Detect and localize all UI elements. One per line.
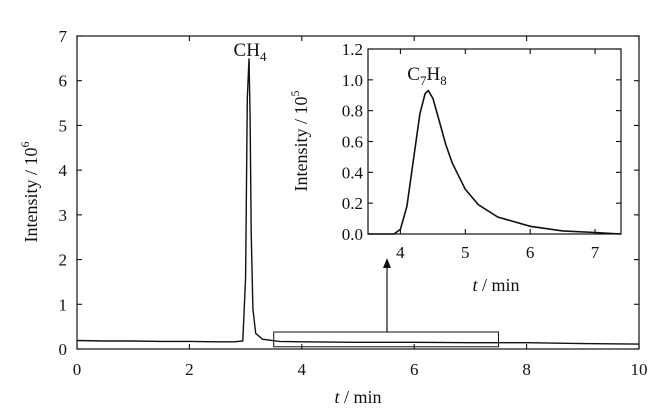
- x-tick-label: 0: [73, 360, 82, 379]
- inset-x-ticks: 4 5 6 7: [396, 49, 600, 262]
- x-tick-label: 10: [631, 360, 648, 379]
- main-chart: 0 1 2 3 4 5 6 7 0 2 4 6 8 10 CH4 t / min Intensity /…: [18, 27, 648, 407]
- x-tick-label: 8: [522, 360, 531, 379]
- x-tick-label: 6: [526, 243, 535, 262]
- inset-series-line: [368, 89, 622, 235]
- inset-y-axis-label: Intensity / 105: [288, 91, 311, 192]
- inset-y-ticks: 0.0 0.2 0.4 0.6 0.8 1.0 1.2: [342, 40, 621, 244]
- main-y-axis-label: Intensity / 106: [18, 142, 41, 243]
- inset-x-axis-label: t / min: [472, 275, 519, 295]
- y-tick-label: 7: [59, 27, 68, 46]
- x-tick-label: 6: [410, 360, 419, 379]
- y-tick-label: 6: [59, 72, 68, 91]
- y-tick-label: 3: [59, 206, 68, 225]
- x-tick-label: 5: [461, 243, 470, 262]
- y-tick-label: 4: [59, 161, 68, 180]
- y-tick-label: 1.0: [342, 71, 363, 90]
- y-tick-label: 0.6: [342, 133, 363, 152]
- y-tick-label: 2: [59, 251, 68, 270]
- peak-label-ch4: CH4: [234, 40, 267, 64]
- main-series-line: [76, 58, 640, 345]
- y-tick-label: 1: [59, 295, 68, 314]
- y-tick-label: 5: [59, 116, 68, 135]
- inset-plot-frame: [367, 48, 622, 235]
- peak-label-c7h8: C7H8: [407, 64, 446, 88]
- y-tick-label: 0.8: [342, 102, 363, 121]
- x-tick-label: 4: [298, 360, 307, 379]
- highlight-box: [273, 331, 500, 348]
- y-tick-label: 0.0: [342, 225, 363, 244]
- y-tick-label: 1.2: [342, 40, 363, 59]
- main-x-axis-label: t / min: [334, 387, 381, 407]
- y-tick-label: 0.2: [342, 194, 363, 213]
- main-plot-frame: [76, 35, 640, 350]
- y-tick-label: 0: [59, 340, 68, 359]
- x-tick-label: 4: [396, 243, 405, 262]
- main-x-ticks: 0 2 4 6 8 10: [73, 36, 648, 379]
- y-tick-label: 0.4: [342, 163, 364, 182]
- x-tick-label: 2: [185, 360, 194, 379]
- main-y-ticks: 0 1 2 3 4 5 6 7: [59, 27, 639, 359]
- zoom-arrow-head: [383, 258, 391, 268]
- x-tick-label: 7: [591, 243, 600, 262]
